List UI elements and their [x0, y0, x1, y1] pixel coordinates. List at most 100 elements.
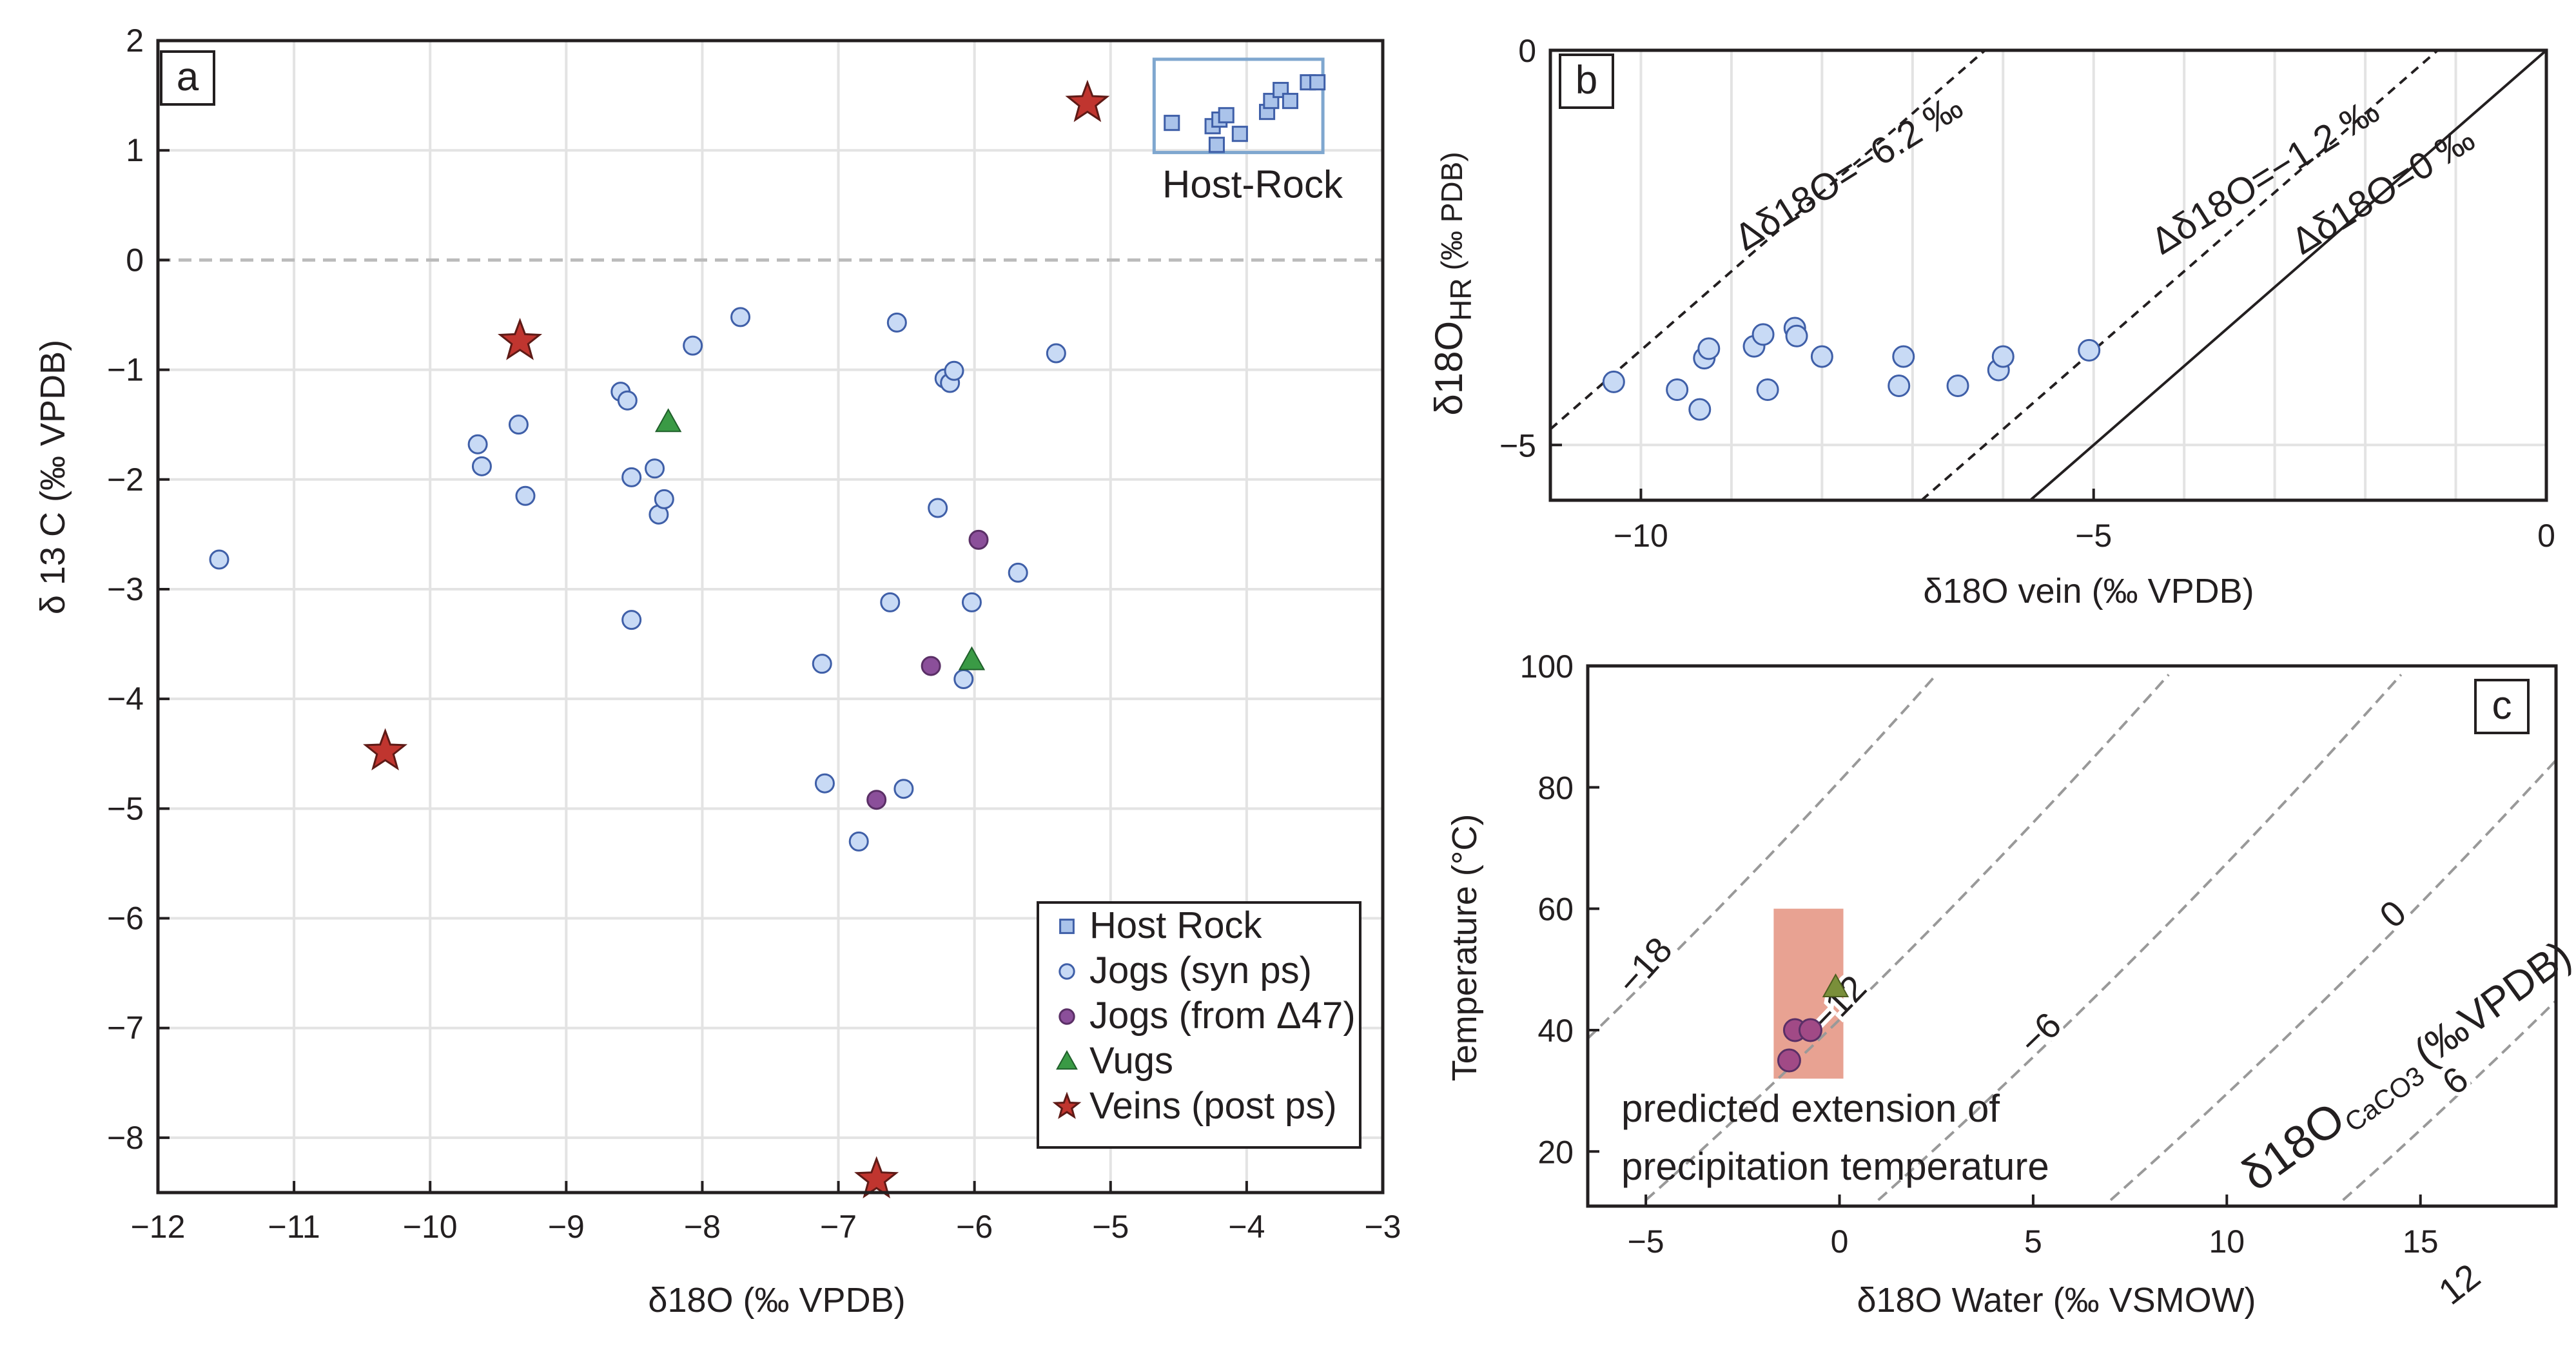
panel-b-x-tick-label: 0 [2537, 518, 2555, 554]
panel-a-point-circle [683, 335, 703, 356]
panel-c-annotation-line1: predicted extension of [1621, 1087, 2000, 1130]
panel-c-y-axis-label: Temperature (°C) [1445, 814, 1484, 1082]
panel-a-point-circle [730, 307, 751, 327]
panel-c-points [1777, 973, 1849, 1073]
panel-a-point-circle [814, 773, 835, 794]
legend-label: Jogs (syn ps) [1089, 950, 1312, 991]
panel-b-point [1810, 345, 1833, 368]
panel-a-point-circle [617, 390, 638, 411]
panel-c-y-tick-label: 100 [1520, 649, 1574, 685]
panel-a-point-circle [848, 831, 869, 852]
isoline-value-label: −18 [1608, 929, 1679, 1002]
panel-c-ticks: −5 0 5 10 15 20 40 60 80 100 [1520, 649, 2439, 1260]
panel-a-x-tick-label: −6 [956, 1209, 993, 1245]
panel-a-x-tick-label: −12 [131, 1209, 186, 1245]
panel-a-x-tick-label: −8 [684, 1209, 721, 1245]
panel-b-point [1756, 378, 1779, 402]
panel-c-x-tick-label: 5 [2024, 1224, 2042, 1260]
panel-a-point-circle [645, 458, 665, 479]
panel-a-point-circle [961, 592, 982, 612]
panel-a-points [209, 74, 1326, 1198]
panel-b-y-axis-sub: HR [1444, 278, 1478, 320]
panel-b-offset-lines: Δδ18O=−6.2 ‰ Δδ18O=−1.2 ‰Δδ18O=0 ‰ [1549, 49, 2548, 502]
panel-a-point-star [854, 1156, 899, 1198]
isoline-label-unit: (‰VPDB) [2405, 931, 2576, 1075]
isoline-value-label: 0 [2372, 892, 2414, 936]
panel-a-x-tick-label: −9 [548, 1209, 585, 1245]
panel-c-point-vugs [1822, 973, 1849, 998]
panel-a-point-circle [471, 456, 492, 476]
panel-b-frame [1548, 48, 2548, 502]
isoline [2109, 759, 2557, 1202]
legend-marker-circle-purple [1059, 1008, 1075, 1025]
panel-a-x-axis-label: δ18O (‰ VPDB) [648, 1281, 905, 1320]
panel-b-offset-line [2029, 49, 2548, 502]
panel-c-x-axis-label: δ18O Water (‰ VSMOW) [1857, 1281, 2256, 1320]
panel-c-point-jogs [1798, 1018, 1822, 1042]
panel-b-point [1785, 324, 1808, 347]
panel-a-point-star [363, 728, 408, 771]
panel-a-point-circle [654, 489, 674, 509]
panel-b-offset-line-label: Δδ18O=−1.2 ‰ [2144, 90, 2386, 263]
panel-a-point-circle [621, 610, 642, 630]
isoline-label-main: δ18O [2232, 1093, 2354, 1201]
panel-a-x-tick-label: −4 [1228, 1209, 1265, 1245]
panel-a-point-circle [886, 312, 907, 333]
panel-b-y-tick-label: −5 [1499, 427, 1536, 463]
panel-c-y-tick-label: 80 [1537, 770, 1574, 806]
legend-label: Veins (post ps) [1089, 1085, 1337, 1127]
panel-a-x-tick-label: −7 [820, 1209, 857, 1245]
panel-b-points [1602, 317, 2101, 421]
panel-a-point-circle [812, 654, 832, 674]
panel-a-point-circle [944, 360, 964, 381]
panel-b-point [1892, 345, 1915, 368]
isoline-value-label: 12 [2431, 1256, 2488, 1312]
panel-a-point-circle [928, 498, 948, 518]
panel-b-point [1751, 323, 1775, 346]
panel-a-point-circle [1046, 343, 1066, 364]
panel-a-y-tick-label: 1 [126, 132, 144, 168]
panel-a-point-star [1065, 79, 1110, 122]
panel-a-x-tick-label: −10 [403, 1209, 458, 1245]
panel-b-x-axis-label: δ18O vein (‰ VPDB) [1923, 572, 2254, 610]
panel-b-point [1602, 370, 1625, 393]
panel-a-y-axis-label: δ 13 C (‰ VPDB) [34, 340, 72, 614]
panel-a-x-tick-label: −5 [1092, 1209, 1129, 1245]
legend-marker-triangle [1056, 1049, 1078, 1070]
panel-a-frame [156, 39, 1385, 1195]
panel-c-label: c [2492, 683, 2512, 728]
panel-b-point [2078, 338, 2101, 362]
panel-a-y-tick-label: −2 [107, 462, 144, 498]
panel-a-point-square [1282, 93, 1298, 110]
panel-b-gridlines [1550, 50, 2546, 500]
legend-marker-circle [1059, 963, 1075, 980]
panel-c-y-tick-label: 20 [1537, 1134, 1574, 1170]
isoline-value-label: −6 [2011, 1004, 2069, 1062]
panel-a-point-circle [893, 779, 914, 799]
panel-b-label: b [1576, 58, 1597, 102]
panel-b-offset-line [1549, 49, 1986, 431]
panel-a-y-tick-label: −1 [107, 352, 144, 388]
panel-a-y-tick-label: −7 [107, 1010, 144, 1046]
host-rock-box [1152, 57, 1325, 155]
panel-c-frame [1586, 664, 2558, 1208]
panel-b-y-axis-unit: (‰ PDB) [1435, 151, 1469, 270]
panel-a-y-tick-label: −4 [107, 681, 144, 717]
panel-a-point-circle [866, 790, 887, 810]
panel-a-point-square [1218, 107, 1234, 124]
isoline [1644, 674, 2170, 1202]
legend-label: Host Rock [1089, 904, 1263, 946]
panel-b-point [1688, 398, 1712, 421]
panel-a-point-circle [621, 467, 642, 487]
panel-b-offset-line-label: Δδ18O=−6.2 ‰ [1727, 86, 1969, 259]
panel-b-y-axis-main: δ18O [1427, 321, 1470, 416]
panel-a-gridlines [158, 41, 1383, 1193]
panel-a-point-triangle [958, 646, 986, 670]
panel-b-ticks: −10 −5 0 −5 0 [1499, 33, 2555, 554]
isoline [1877, 674, 2403, 1202]
panel-b-point [1666, 378, 1689, 402]
